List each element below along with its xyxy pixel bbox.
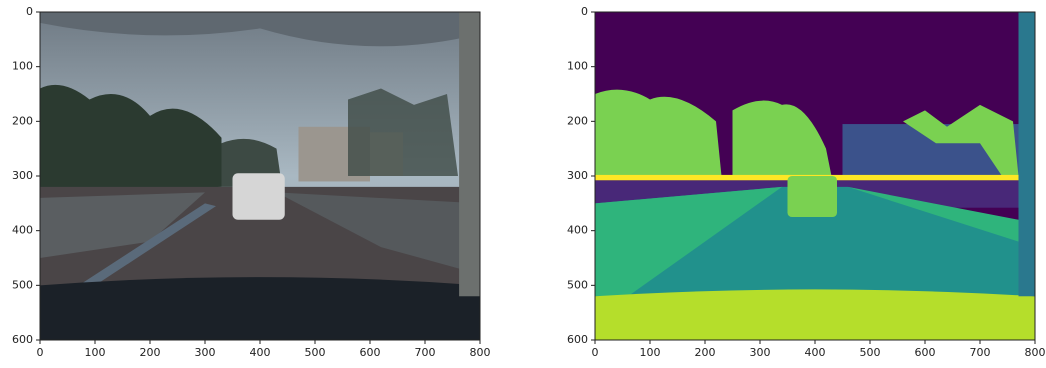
- x-tick-label: 700: [415, 346, 436, 359]
- x-tick-label: 0: [37, 346, 44, 359]
- y-tick-label: 200: [12, 114, 33, 127]
- x-tick-label: 400: [805, 346, 826, 359]
- x-tick-label: 100: [640, 346, 661, 359]
- x-tick-label: 100: [85, 346, 106, 359]
- x-tick-label: 600: [915, 346, 936, 359]
- x-tick-label: 0: [592, 346, 599, 359]
- y-tick-label: 100: [567, 60, 588, 73]
- x-tick-label: 300: [750, 346, 771, 359]
- segmentation-image: [595, 12, 1035, 340]
- x-tick-label: 800: [470, 346, 491, 359]
- x-tick-label: 200: [695, 346, 716, 359]
- y-tick-label: 0: [581, 5, 588, 18]
- figure: 0 100 200 300 400 500 600 700 800 0 100 200 300 400 50…: [0, 0, 1046, 364]
- y-tick-label: 500: [12, 278, 33, 291]
- y-tick-label: 100: [12, 60, 33, 73]
- y-tick-label: 400: [567, 224, 588, 237]
- x-tick-label: 600: [360, 346, 381, 359]
- y-tick-label: 300: [567, 169, 588, 182]
- x-tick-label: 500: [305, 346, 326, 359]
- y-tick-label: 200: [567, 114, 588, 127]
- y-tick-label: 500: [567, 278, 588, 291]
- y-tick-label: 600: [567, 333, 588, 346]
- camera-image: [40, 12, 480, 340]
- x-tick-label: 300: [195, 346, 216, 359]
- x-tick-label: 200: [140, 346, 161, 359]
- x-tick-label: 700: [970, 346, 991, 359]
- y-tick-label: 0: [26, 5, 33, 18]
- y-tick-label: 600: [12, 333, 33, 346]
- x-tick-label: 400: [250, 346, 271, 359]
- y-tick-label: 300: [12, 169, 33, 182]
- y-tick-label: 400: [12, 224, 33, 237]
- x-tick-label: 800: [1025, 346, 1046, 359]
- x-tick-label: 500: [860, 346, 881, 359]
